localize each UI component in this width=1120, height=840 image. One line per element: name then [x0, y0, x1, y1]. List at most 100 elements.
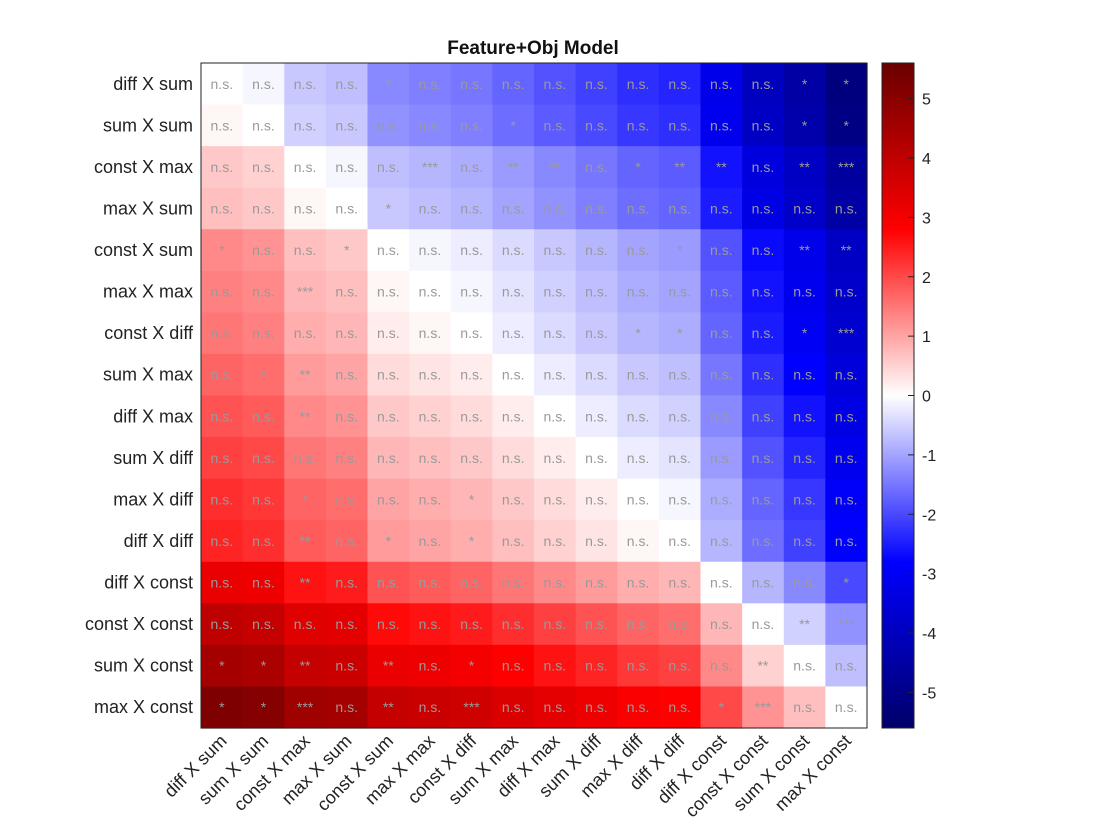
significance-label: n.s.	[377, 575, 400, 591]
significance-label: *	[843, 76, 849, 92]
heatmap-cell	[783, 686, 826, 729]
significance-label: n.s.	[460, 117, 483, 133]
significance-label: n.s.	[335, 117, 358, 133]
heatmap-cell	[450, 104, 493, 147]
significance-label: n.s.	[793, 491, 816, 507]
heatmap-cell	[617, 686, 660, 729]
heatmap-cell	[575, 63, 618, 106]
heatmap-cell	[575, 644, 618, 688]
significance-label: n.s.	[377, 117, 400, 133]
significance-label: n.s.	[668, 117, 691, 133]
heatmap-cell	[367, 104, 410, 147]
significance-label: n.s.	[835, 533, 858, 549]
heatmap-cell	[409, 146, 452, 189]
significance-label: n.s.	[419, 408, 442, 424]
significance-label: n.s.	[377, 242, 400, 258]
heatmap-cell	[534, 63, 577, 106]
significance-label: n.s.	[419, 367, 442, 383]
heatmap-cell	[367, 312, 410, 355]
significance-label: n.s.	[544, 367, 567, 383]
significance-label: n.s.	[377, 616, 400, 632]
heatmap-cell	[492, 437, 535, 480]
heatmap-cell	[242, 644, 285, 688]
significance-label: n.s.	[335, 450, 358, 466]
significance-label: n.s.	[710, 284, 733, 300]
heatmap-cell	[742, 312, 785, 355]
significance-label: n.s.	[752, 76, 775, 92]
heatmap-cell	[825, 270, 868, 313]
heatmap-cell	[284, 312, 327, 355]
heatmap-cell	[242, 353, 285, 397]
significance-label: n.s.	[335, 367, 358, 383]
heatmap-cell	[575, 395, 618, 438]
significance-label: n.s.	[585, 533, 608, 549]
significance-label: n.s.	[668, 533, 691, 549]
significance-label: n.s.	[419, 658, 442, 674]
heatmap-cell	[825, 229, 868, 272]
heatmap-cell	[825, 395, 868, 438]
significance-label: n.s.	[460, 284, 483, 300]
significance-label: n.s.	[627, 450, 650, 466]
significance-label: n.s.	[335, 200, 358, 216]
heatmap-cell	[658, 520, 702, 563]
significance-label: n.s.	[252, 450, 275, 466]
row-label: diff X diff	[124, 531, 194, 551]
heatmap-cell	[367, 270, 410, 313]
significance-label: n.s.	[752, 491, 775, 507]
heatmap-cell	[658, 395, 702, 438]
heatmap-cell	[742, 229, 785, 272]
heatmap-cell	[534, 644, 577, 688]
significance-label: *	[510, 117, 516, 133]
significance-label: n.s.	[377, 325, 400, 341]
heatmap-cell	[284, 104, 327, 147]
row-label: const X const	[85, 614, 193, 634]
significance-label: n.s.	[793, 367, 816, 383]
significance-label: n.s.	[252, 533, 275, 549]
heatmap-cell	[284, 644, 327, 688]
significance-label: n.s.	[335, 325, 358, 341]
heatmap-cell	[742, 520, 785, 563]
significance-label: n.s.	[294, 242, 317, 258]
heatmap-cell	[658, 353, 702, 397]
heatmap-cell	[700, 603, 743, 646]
heatmap-cell	[325, 146, 369, 189]
heatmap-cell	[825, 353, 868, 397]
heatmap-cell	[700, 104, 743, 147]
heatmap-cell	[534, 312, 577, 355]
heatmap-cell	[284, 603, 327, 646]
significance-label: n.s.	[419, 533, 442, 549]
significance-label: *	[677, 325, 683, 341]
significance-label: *	[261, 699, 267, 715]
heatmap-cell	[700, 63, 743, 106]
heatmap-cells	[201, 63, 868, 729]
heatmap-cell	[825, 561, 868, 604]
significance-label: n.s.	[377, 159, 400, 175]
significance-label: n.s.	[252, 616, 275, 632]
significance-label: n.s.	[710, 616, 733, 632]
row-label: diff X const	[104, 573, 193, 593]
significance-label: n.s.	[544, 117, 567, 133]
significance-label: n.s.	[627, 242, 650, 258]
significance-label: **	[508, 159, 519, 175]
heatmap-cell	[534, 437, 577, 480]
heatmap-cell	[325, 270, 369, 313]
significance-label: n.s.	[710, 200, 733, 216]
significance-label: n.s.	[544, 200, 567, 216]
significance-label: **	[300, 367, 311, 383]
significance-label: n.s.	[544, 658, 567, 674]
significance-label: n.s.	[752, 575, 775, 591]
heatmap-cell	[658, 187, 702, 230]
significance-label: n.s.	[460, 242, 483, 258]
heatmap-cell	[201, 146, 244, 189]
heatmap-cell	[201, 63, 244, 106]
row-label: max X sum	[103, 198, 193, 218]
heatmap-cell	[617, 353, 660, 397]
heatmap-cell	[284, 686, 327, 729]
significance-label: n.s.	[294, 200, 317, 216]
significance-label: n.s.	[294, 159, 317, 175]
significance-label: *	[386, 200, 392, 216]
heatmap-cell	[284, 187, 327, 230]
heatmap-cell	[742, 686, 785, 729]
heatmap-cell	[825, 187, 868, 230]
heatmap-cell	[575, 478, 618, 521]
